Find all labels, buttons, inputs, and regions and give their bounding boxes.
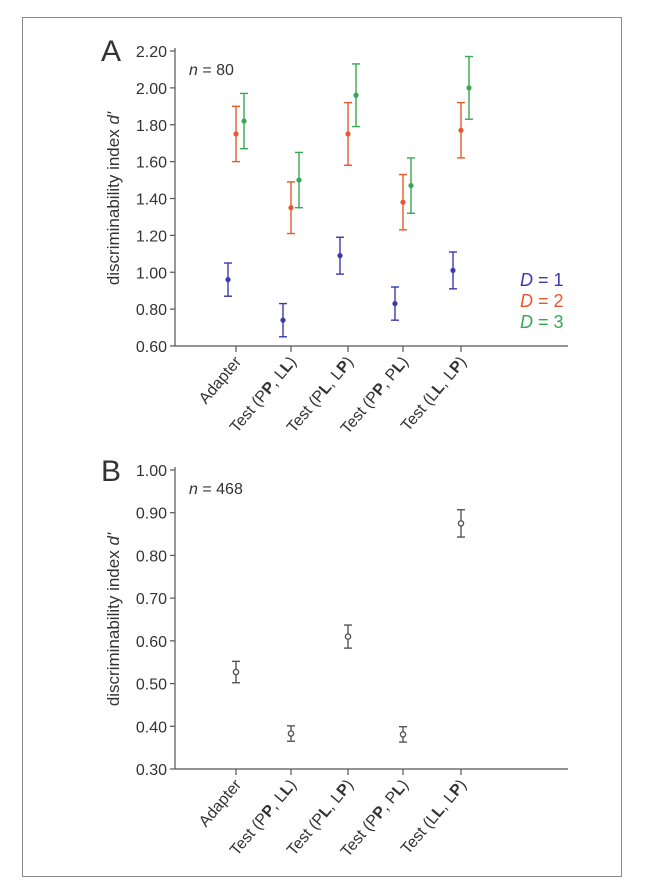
y-tick-label: 0.60	[136, 634, 167, 651]
legend-entry: D = 1	[520, 270, 564, 290]
y-tick-label: 1.40	[136, 192, 167, 209]
x-tick-label-part: Test (L	[398, 810, 442, 858]
data-point	[233, 131, 239, 137]
y-tick-label: 0.80	[136, 302, 167, 319]
data-point	[400, 199, 406, 205]
x-tick-label-part: Test (P	[338, 388, 383, 437]
y-tick-label: 0.40	[136, 719, 167, 736]
legend-var: D	[520, 291, 533, 311]
data-point	[345, 131, 351, 137]
y-tick-label: 0.30	[136, 762, 167, 779]
data-point	[399, 731, 407, 738]
legend-var: D	[520, 312, 533, 332]
y-axis-label-text: discriminability index	[104, 125, 123, 286]
legend-value: = 2	[533, 291, 564, 311]
y-axis-label-text: discriminability index	[104, 546, 123, 707]
data-point	[287, 730, 295, 737]
panel-label: A	[101, 35, 121, 68]
chart-svg: A 0.60 0.80 1.00 1.20 1.40 1.60 1.80 2.00 2.20 Ada…	[101, 35, 568, 860]
panel-b: B 0.30 0.40 0.50 0.60 0.70 0.80 0.90 1.00 Adapter…	[101, 455, 568, 860]
data-point	[296, 177, 302, 183]
data-point	[288, 205, 294, 211]
y-tick-label: 0.60	[136, 339, 167, 356]
data-point	[225, 277, 231, 283]
data-point	[466, 85, 472, 91]
y-tick-label: 0.50	[136, 677, 167, 694]
x-tick-label-part: Test (P	[284, 810, 329, 859]
legend-value: = 1	[533, 270, 564, 290]
sample-size-value: = 80	[198, 62, 234, 79]
y-axis-label-var: d'	[104, 111, 123, 124]
figure-panel: A 0.60 0.80 1.00 1.20 1.40 1.60 1.80 2.00 2.20 Ada…	[22, 17, 622, 877]
y-axis-label: discriminability index d'	[104, 532, 123, 706]
x-tick-label-part: Test (P	[284, 387, 329, 436]
y-axis-label-var: d'	[104, 532, 123, 545]
sample-size-value: = 468	[198, 481, 243, 498]
data-point	[337, 253, 343, 259]
y-tick-label: 1.00	[136, 265, 167, 282]
data-point	[241, 118, 247, 124]
data-point	[280, 317, 286, 323]
x-tick-label: Adapter	[196, 353, 245, 407]
data-point	[450, 267, 456, 274]
data-point	[457, 520, 465, 527]
data-point	[353, 92, 359, 98]
x-tick-label: Adapter	[196, 776, 245, 830]
y-tick-label: 2.20	[136, 44, 167, 61]
data-point	[344, 633, 352, 640]
legend-var: D	[520, 270, 533, 290]
y-tick-label: 0.90	[136, 506, 167, 523]
data-point	[232, 668, 240, 676]
data-point	[392, 300, 398, 307]
sample-size-var: n	[189, 481, 198, 498]
legend-entry: D = 2	[520, 291, 564, 311]
data-point	[458, 127, 464, 133]
panel-label: B	[101, 455, 121, 488]
y-tick-label: 0.70	[136, 591, 167, 608]
x-tick-label-part: Test (P	[227, 810, 272, 859]
x-tick-label-part: Adapter	[196, 353, 245, 407]
y-tick-label: 1.20	[136, 228, 167, 245]
y-tick-label: 1.80	[136, 118, 167, 135]
y-tick-label: 0.80	[136, 548, 167, 565]
x-tick-label-part: Test (P	[338, 811, 383, 860]
sample-size-var: n	[189, 62, 198, 79]
y-tick-label: 1.00	[136, 463, 167, 480]
sample-size-label: n = 80	[189, 62, 234, 79]
y-tick-label: 1.60	[136, 155, 167, 172]
x-tick-label-part: Test (P	[227, 387, 272, 436]
sample-size-label: n = 468	[189, 481, 243, 498]
x-tick-label-part: Test (L	[398, 387, 442, 435]
y-axis-label: discriminability index d'	[104, 111, 123, 285]
legend-value: = 3	[533, 312, 564, 332]
x-tick-label-part: Adapter	[196, 776, 245, 830]
data-point	[408, 182, 414, 189]
legend-entry: D = 3	[520, 312, 564, 332]
y-tick-label: 2.00	[136, 81, 167, 98]
panel-a: A 0.60 0.80 1.00 1.20 1.40 1.60 1.80 2.00 2.20 Ada…	[101, 35, 568, 437]
